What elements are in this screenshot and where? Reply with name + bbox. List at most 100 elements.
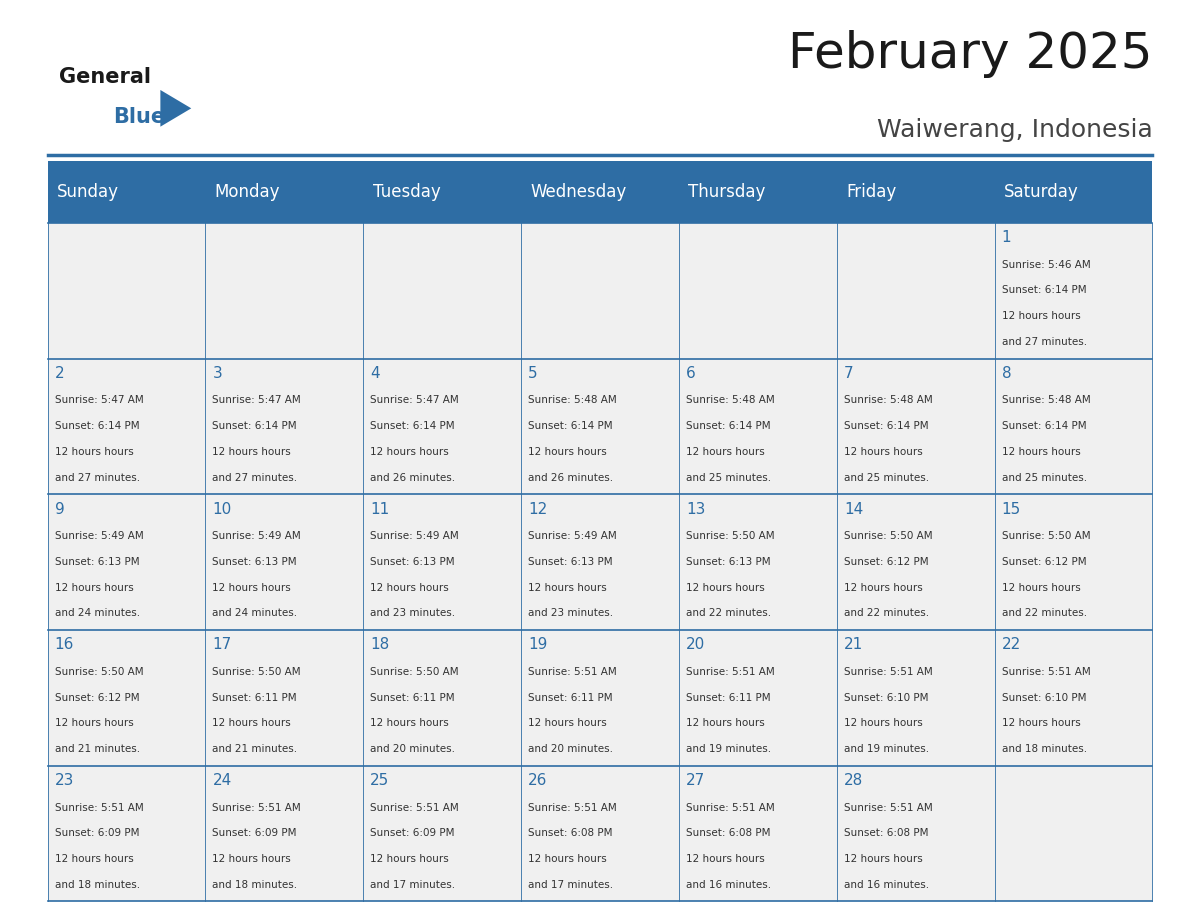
Text: and 17 minutes.: and 17 minutes. xyxy=(371,879,455,890)
Text: 12 hours hours: 12 hours hours xyxy=(529,854,607,864)
Text: Sunrise: 5:47 AM: Sunrise: 5:47 AM xyxy=(55,396,144,406)
Text: 12 hours hours: 12 hours hours xyxy=(213,718,291,728)
Text: Sunrise: 5:50 AM: Sunrise: 5:50 AM xyxy=(685,532,775,541)
Bar xyxy=(836,223,994,359)
Text: Sunrise: 5:51 AM: Sunrise: 5:51 AM xyxy=(213,802,302,812)
Text: 10: 10 xyxy=(213,502,232,517)
Text: and 16 minutes.: and 16 minutes. xyxy=(685,879,771,890)
Text: and 21 minutes.: and 21 minutes. xyxy=(55,744,140,754)
Text: Sunset: 6:09 PM: Sunset: 6:09 PM xyxy=(371,828,455,838)
Text: Sunset: 6:14 PM: Sunset: 6:14 PM xyxy=(843,421,929,431)
Text: 12 hours hours: 12 hours hours xyxy=(213,583,291,592)
Text: Sunrise: 5:51 AM: Sunrise: 5:51 AM xyxy=(529,802,617,812)
Text: and 23 minutes.: and 23 minutes. xyxy=(529,609,613,618)
Text: and 24 minutes.: and 24 minutes. xyxy=(213,609,298,618)
Text: 12 hours hours: 12 hours hours xyxy=(55,718,133,728)
Text: 18: 18 xyxy=(371,637,390,653)
Text: 1: 1 xyxy=(1001,230,1011,245)
Text: Saturday: Saturday xyxy=(1004,183,1079,201)
Text: Monday: Monday xyxy=(215,183,280,201)
Text: 12 hours hours: 12 hours hours xyxy=(685,447,765,457)
Bar xyxy=(522,766,678,901)
Text: Sunset: 6:14 PM: Sunset: 6:14 PM xyxy=(1001,285,1086,296)
Bar xyxy=(48,630,206,766)
Text: Sunset: 6:13 PM: Sunset: 6:13 PM xyxy=(55,557,139,566)
Text: Sunset: 6:11 PM: Sunset: 6:11 PM xyxy=(685,692,771,702)
Text: Sunset: 6:12 PM: Sunset: 6:12 PM xyxy=(843,557,929,566)
Text: Friday: Friday xyxy=(846,183,897,201)
Text: 12 hours hours: 12 hours hours xyxy=(843,718,923,728)
Text: and 19 minutes.: and 19 minutes. xyxy=(843,744,929,754)
Text: Sunset: 6:10 PM: Sunset: 6:10 PM xyxy=(843,692,928,702)
Text: Sunset: 6:11 PM: Sunset: 6:11 PM xyxy=(213,692,297,702)
Bar xyxy=(48,223,206,359)
Text: Sunset: 6:14 PM: Sunset: 6:14 PM xyxy=(685,421,771,431)
Text: Waiwerang, Indonesia: Waiwerang, Indonesia xyxy=(877,118,1152,142)
Text: and 20 minutes.: and 20 minutes. xyxy=(371,744,455,754)
Text: 19: 19 xyxy=(529,637,548,653)
Text: and 17 minutes.: and 17 minutes. xyxy=(529,879,613,890)
Bar xyxy=(994,359,1152,495)
Text: 4: 4 xyxy=(371,366,380,381)
Bar xyxy=(206,495,364,630)
Text: and 20 minutes.: and 20 minutes. xyxy=(529,744,613,754)
Text: Sunrise: 5:51 AM: Sunrise: 5:51 AM xyxy=(843,666,933,677)
Bar xyxy=(206,223,364,359)
Text: Sunrise: 5:46 AM: Sunrise: 5:46 AM xyxy=(1001,260,1091,270)
Text: and 22 minutes.: and 22 minutes. xyxy=(685,609,771,618)
Bar xyxy=(364,223,522,359)
Text: 5: 5 xyxy=(529,366,538,381)
Text: and 22 minutes.: and 22 minutes. xyxy=(843,609,929,618)
Bar xyxy=(678,630,836,766)
Text: 9: 9 xyxy=(55,502,64,517)
Text: Sunrise: 5:51 AM: Sunrise: 5:51 AM xyxy=(55,802,144,812)
Text: Sunset: 6:12 PM: Sunset: 6:12 PM xyxy=(55,692,139,702)
Bar xyxy=(522,495,678,630)
Text: Sunrise: 5:51 AM: Sunrise: 5:51 AM xyxy=(843,802,933,812)
Text: Sunrise: 5:49 AM: Sunrise: 5:49 AM xyxy=(371,532,459,541)
Bar xyxy=(522,223,678,359)
Text: 12 hours hours: 12 hours hours xyxy=(843,583,923,592)
Text: Sunset: 6:08 PM: Sunset: 6:08 PM xyxy=(685,828,771,838)
Bar xyxy=(994,223,1152,359)
Text: 12 hours hours: 12 hours hours xyxy=(685,718,765,728)
Text: 12 hours hours: 12 hours hours xyxy=(685,583,765,592)
Bar xyxy=(206,359,364,495)
Bar xyxy=(994,495,1152,630)
Text: Sunset: 6:13 PM: Sunset: 6:13 PM xyxy=(213,557,297,566)
Bar xyxy=(836,766,994,901)
Bar xyxy=(364,766,522,901)
Text: and 25 minutes.: and 25 minutes. xyxy=(843,473,929,483)
Text: Sunset: 6:10 PM: Sunset: 6:10 PM xyxy=(1001,692,1086,702)
Text: Sunrise: 5:51 AM: Sunrise: 5:51 AM xyxy=(685,802,775,812)
Text: and 27 minutes.: and 27 minutes. xyxy=(1001,337,1087,347)
Bar xyxy=(994,766,1152,901)
Text: Sunrise: 5:50 AM: Sunrise: 5:50 AM xyxy=(371,666,459,677)
Text: and 27 minutes.: and 27 minutes. xyxy=(213,473,298,483)
Text: 12 hours hours: 12 hours hours xyxy=(843,447,923,457)
Text: Sunrise: 5:48 AM: Sunrise: 5:48 AM xyxy=(1001,396,1091,406)
Text: 26: 26 xyxy=(529,773,548,789)
Text: 22: 22 xyxy=(1001,637,1020,653)
Text: Sunset: 6:13 PM: Sunset: 6:13 PM xyxy=(371,557,455,566)
Text: and 18 minutes.: and 18 minutes. xyxy=(1001,744,1087,754)
Text: Sunset: 6:13 PM: Sunset: 6:13 PM xyxy=(685,557,771,566)
Bar xyxy=(836,630,994,766)
Text: 12 hours hours: 12 hours hours xyxy=(1001,718,1080,728)
Text: 12 hours hours: 12 hours hours xyxy=(1001,447,1080,457)
Bar xyxy=(994,630,1152,766)
Bar xyxy=(364,495,522,630)
Text: Sunset: 6:14 PM: Sunset: 6:14 PM xyxy=(55,421,139,431)
Text: Sunset: 6:14 PM: Sunset: 6:14 PM xyxy=(1001,421,1086,431)
Text: Sunrise: 5:49 AM: Sunrise: 5:49 AM xyxy=(529,532,617,541)
Bar xyxy=(678,495,836,630)
Text: 12 hours hours: 12 hours hours xyxy=(529,583,607,592)
Bar xyxy=(678,766,836,901)
Bar xyxy=(678,223,836,359)
Text: Sunrise: 5:49 AM: Sunrise: 5:49 AM xyxy=(55,532,144,541)
Text: February 2025: February 2025 xyxy=(788,30,1152,78)
Text: and 24 minutes.: and 24 minutes. xyxy=(55,609,140,618)
Bar xyxy=(48,161,1152,223)
Text: 11: 11 xyxy=(371,502,390,517)
Text: Sunrise: 5:48 AM: Sunrise: 5:48 AM xyxy=(529,396,617,406)
